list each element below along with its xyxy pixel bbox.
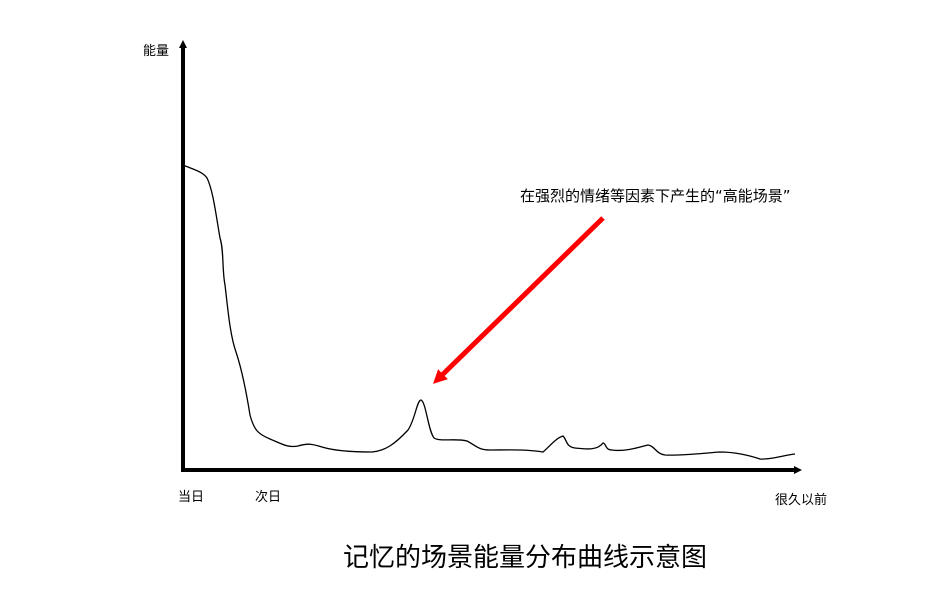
- y-axis-label: 能量: [143, 44, 169, 59]
- title: 记忆的场景能量分布曲线示意图: [343, 543, 707, 573]
- x-label: 很久以前: [775, 492, 827, 508]
- annotation-arrow: [432, 216, 605, 384]
- x-label: 当日: [178, 490, 204, 505]
- annotation: 在强烈的情绪等因素下产生的“高能场景”: [520, 187, 791, 205]
- energy-curve: [182, 164, 796, 460]
- x-label: 次日: [255, 489, 281, 505]
